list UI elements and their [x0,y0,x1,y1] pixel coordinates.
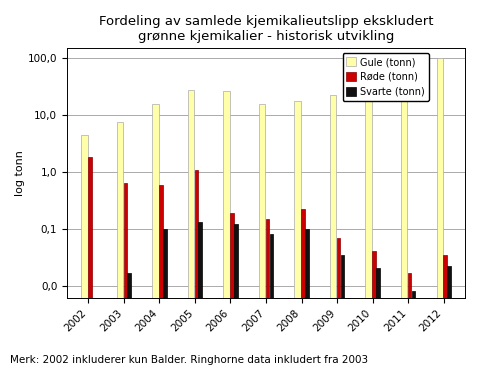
Bar [223,91,230,367]
Text: Merk: 2002 inkluderer kun Balder. Ringhorne data inkludert fra 2003: Merk: 2002 inkluderer kun Balder. Ringho… [10,355,368,365]
Bar [234,224,238,367]
Legend: Gule (tonn), Røde (tonn), Svarte (tonn): Gule (tonn), Røde (tonn), Svarte (tonn) [343,53,429,101]
Bar [199,222,202,367]
Bar [188,90,194,367]
Bar [152,103,159,367]
Bar [194,170,198,367]
Title: Fordeling av samlede kjemikalieutslipp ekskludert
grønne kjemikalier - historisk: Fordeling av samlede kjemikalieutslipp e… [99,15,433,43]
Bar [336,237,340,367]
Bar [437,58,443,367]
Bar [270,234,273,367]
Bar [412,291,415,367]
Bar [127,273,131,367]
Bar [330,95,336,367]
Bar [81,135,88,367]
Bar [447,266,451,367]
Bar [444,255,447,367]
Bar [163,229,167,367]
Bar [92,298,96,367]
Bar [365,92,372,367]
Bar [372,251,376,367]
Bar [408,273,411,367]
Bar [401,62,408,367]
Bar [123,183,127,367]
Y-axis label: log tonn: log tonn [15,150,25,196]
Bar [341,255,344,367]
Bar [301,209,305,367]
Bar [159,185,163,367]
Bar [117,122,123,367]
Bar [294,101,301,367]
Bar [305,229,309,367]
Bar [265,219,269,367]
Bar [230,213,234,367]
Bar [376,269,380,367]
Bar [259,103,265,367]
Bar [88,157,92,367]
